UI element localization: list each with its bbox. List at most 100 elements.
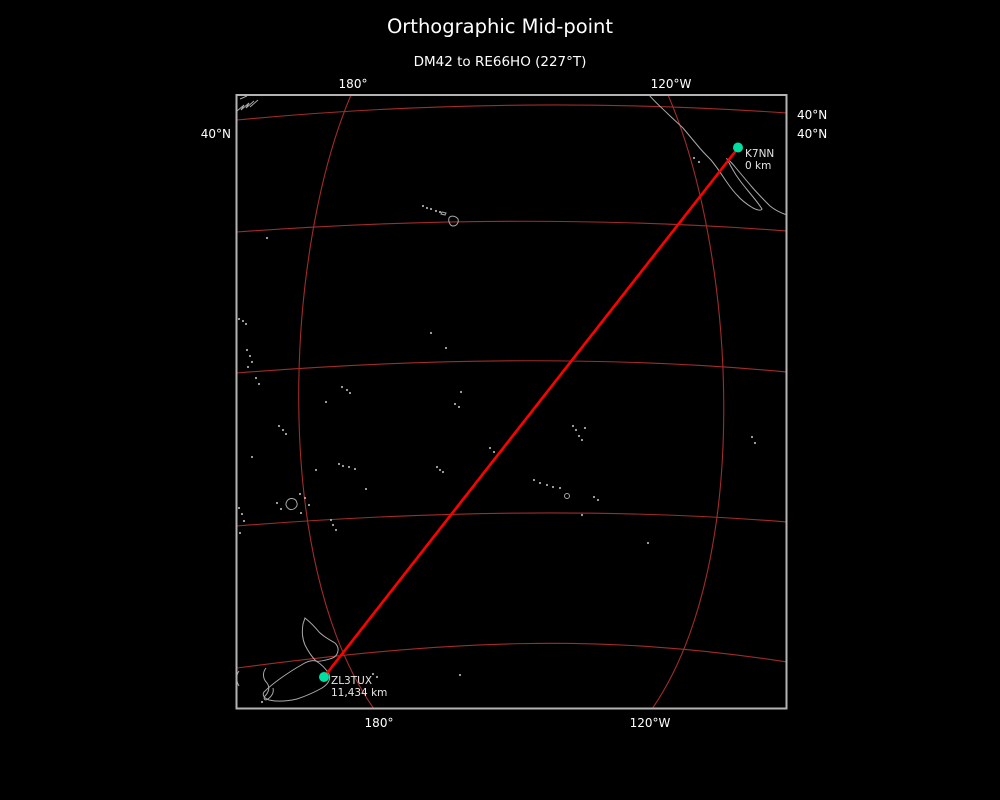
island-dot bbox=[753, 441, 757, 445]
island-dot bbox=[375, 675, 379, 679]
island-dot bbox=[545, 483, 549, 487]
island-dot bbox=[488, 446, 492, 450]
island-dot bbox=[692, 156, 696, 160]
meridian-180 bbox=[298, 96, 374, 708]
meridian-120w bbox=[652, 96, 725, 708]
map-frame bbox=[235, 94, 788, 710]
parallel-40n bbox=[237, 104, 786, 121]
island-dot bbox=[574, 428, 578, 432]
island-dot bbox=[303, 496, 307, 500]
graticule-grid bbox=[237, 96, 786, 708]
island-dot bbox=[458, 673, 462, 677]
island-dot bbox=[341, 464, 345, 468]
island-dot bbox=[250, 455, 254, 459]
island-dot bbox=[444, 346, 448, 350]
coast-fragment-left bbox=[237, 670, 240, 687]
coast-fiji bbox=[285, 498, 298, 510]
island-dot bbox=[551, 485, 555, 489]
tick-top-180: 180° bbox=[339, 77, 368, 91]
island-dot bbox=[275, 501, 279, 505]
island-dot bbox=[364, 487, 368, 491]
tick-bottom-180: 180° bbox=[365, 716, 394, 730]
island-dot bbox=[340, 385, 344, 389]
station-label-k7nn: K7NN bbox=[745, 148, 774, 160]
island-dot bbox=[457, 405, 461, 409]
island-dot bbox=[571, 424, 575, 428]
island-dot bbox=[646, 541, 650, 545]
island-dot bbox=[596, 498, 600, 502]
island-dot bbox=[238, 531, 242, 535]
island-dot bbox=[265, 236, 269, 240]
island-dot bbox=[254, 376, 258, 380]
coast-nz-north-island bbox=[301, 617, 339, 662]
island-dot bbox=[246, 365, 250, 369]
island-dots bbox=[237, 156, 757, 704]
island-dot bbox=[438, 210, 442, 214]
page-title: Orthographic Mid-point bbox=[387, 15, 613, 38]
island-dot bbox=[257, 382, 261, 386]
island-dot bbox=[277, 424, 281, 428]
island-dot bbox=[592, 495, 596, 499]
tick-left-40n: 40°N bbox=[201, 127, 231, 141]
great-circle-path bbox=[322, 147, 740, 678]
tick-bottom-120w: 120°W bbox=[630, 716, 671, 730]
island-dot bbox=[438, 468, 442, 472]
island-dot bbox=[580, 438, 584, 442]
parallel-40s bbox=[237, 642, 786, 669]
page-subtitle: DM42 to RE66HO (227°T) bbox=[414, 54, 587, 70]
island-dot bbox=[453, 402, 457, 406]
island-dot bbox=[241, 319, 245, 323]
island-dot bbox=[434, 209, 438, 213]
island-dot bbox=[337, 462, 341, 466]
island-dot bbox=[558, 486, 562, 490]
island-dot bbox=[421, 204, 425, 208]
island-dot bbox=[244, 322, 248, 326]
coast-atoll-ring bbox=[564, 493, 570, 499]
island-dot bbox=[435, 465, 439, 469]
island-dot bbox=[331, 523, 335, 527]
parallel-equator bbox=[237, 360, 786, 374]
island-dot bbox=[245, 348, 249, 352]
island-dot bbox=[298, 492, 302, 496]
island-dot bbox=[250, 360, 254, 364]
island-dot bbox=[237, 506, 241, 510]
station-distance-zl3tux: 11,434 km bbox=[331, 687, 387, 699]
tick-top-120w: 120°W bbox=[651, 77, 692, 91]
island-dot bbox=[697, 160, 701, 164]
island-dot bbox=[371, 672, 375, 676]
island-dot bbox=[459, 390, 463, 394]
station-label-zl3tux: ZL3TUX bbox=[331, 675, 372, 687]
island-dot bbox=[284, 432, 288, 436]
island-dot bbox=[347, 465, 351, 469]
island-dot bbox=[237, 317, 241, 321]
island-dot bbox=[353, 467, 357, 471]
coast-nz-south-island bbox=[262, 660, 331, 702]
island-dot bbox=[329, 518, 333, 522]
island-dot bbox=[345, 388, 349, 392]
island-dot bbox=[314, 468, 318, 472]
island-dot bbox=[299, 511, 303, 515]
station-distance-k7nn: 0 km bbox=[745, 160, 771, 172]
island-dot bbox=[429, 331, 433, 335]
island-dot bbox=[425, 206, 429, 210]
parallel-20n bbox=[237, 220, 786, 233]
island-dot bbox=[334, 528, 338, 532]
island-dot bbox=[248, 354, 252, 358]
island-dot bbox=[240, 512, 244, 516]
island-dot bbox=[538, 481, 542, 485]
island-dot bbox=[279, 507, 283, 511]
island-dot bbox=[242, 519, 246, 523]
island-dot bbox=[260, 700, 264, 704]
island-dot bbox=[441, 470, 445, 474]
coast-hawaii bbox=[440, 211, 459, 227]
island-dot bbox=[583, 426, 587, 430]
tick-right-40n-lower: 40°N bbox=[797, 127, 827, 141]
coastlines bbox=[237, 96, 786, 702]
island-dot bbox=[750, 435, 754, 439]
tick-right-40n-upper: 40°N bbox=[797, 108, 827, 122]
island-dot bbox=[532, 478, 536, 482]
island-dot bbox=[429, 207, 433, 211]
station-marker-zl3tux bbox=[319, 672, 329, 682]
